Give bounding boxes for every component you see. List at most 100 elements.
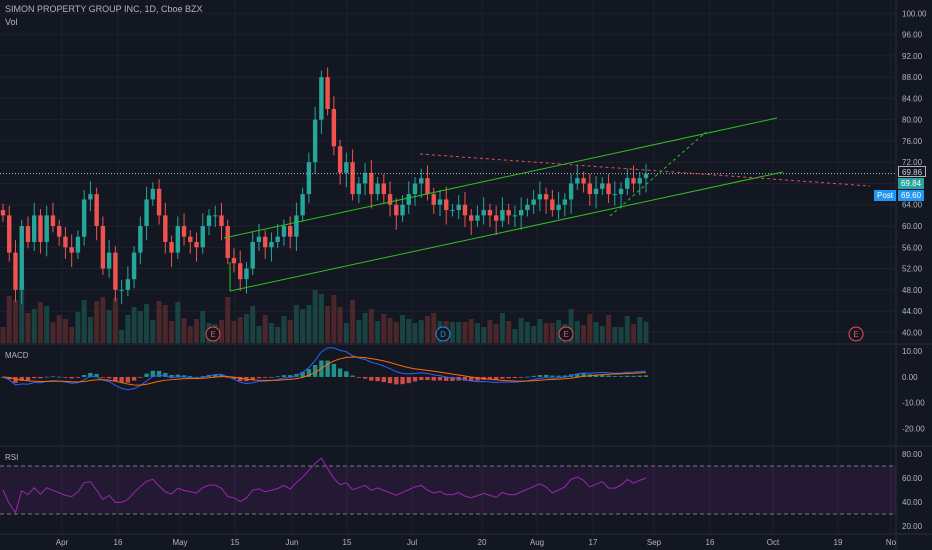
volume-bar [37,302,43,343]
x-tick-label: 15 [231,538,240,547]
volume-bar [218,320,224,343]
macd-histogram-bar [493,376,499,380]
candle-body [462,204,468,216]
candle-body [581,178,586,184]
volume-bar [368,309,374,343]
macd-histogram-bar [56,376,62,378]
volume-bar [281,316,287,343]
rsi-label[interactable]: RSI [5,453,19,462]
macd-histogram-bar [75,376,81,378]
candle-body [262,236,268,248]
macd-histogram-bar [537,374,543,377]
macd-histogram-bar [163,372,168,377]
channel-upper [223,117,778,239]
macd-histogram-bar [63,376,68,378]
event-marker[interactable]: D [435,326,451,342]
rsi-tick-label: 60.00 [902,474,923,483]
macd-histogram-bar [450,376,455,381]
candle-body [306,162,312,195]
x-axis: Apr 16 May 15 Jun 15 Jul 20 Aug 17 Sep 16 Oct 19 No [56,538,897,547]
x-tick-label: 20 [478,538,487,547]
event-marker[interactable]: E [848,326,864,342]
volume-bar [300,309,306,343]
candle-body [356,183,362,195]
volume-bar [587,314,593,343]
volume-bar [75,312,81,343]
candle-body [294,215,299,237]
macd-histogram-bar [181,375,187,377]
volume-bar [325,306,331,343]
candle-body [169,241,174,253]
y-tick-label: 64.00 [902,201,923,210]
candle-body [400,204,405,216]
volume-bar [243,314,249,343]
candle-body [406,194,411,205]
y-tick-label: 96.00 [902,31,923,40]
candle-body [512,215,518,217]
macd-histogram-bar [106,376,112,379]
volume-bar [456,322,462,343]
volume-bar [637,317,643,343]
candle-body [437,199,443,205]
volume-bar [537,319,543,343]
candle-body [44,215,49,242]
macd-histogram-bar [419,376,424,381]
macd-histogram-bar [331,363,337,377]
volume-bar [612,327,618,343]
volume-bar [293,305,299,343]
macd-histogram-bar [643,375,649,377]
macd-histogram-bar [219,374,224,377]
volume-bar [287,320,293,343]
volume-bar [518,318,524,343]
candle-body [543,194,549,200]
candle-body [38,215,43,242]
macd-histogram-bar [44,376,49,378]
candle-body [337,146,343,173]
macd-histogram-bar [444,376,449,381]
macd-histogram-bar [306,369,312,377]
volume-bar [169,321,175,343]
macd-histogram-bar [300,371,305,377]
candle-body [19,226,24,290]
event-letter: E [853,330,858,339]
macd-histogram-bar [125,376,131,383]
candle-body [331,109,337,147]
volume-bar [618,327,624,343]
x-tick-label: Apr [56,538,69,547]
volume-bar [12,300,18,343]
volume-bar [400,315,406,343]
candle-body [7,215,12,253]
macd-histogram-bar [518,376,524,378]
macd-histogram-bar [156,370,162,377]
candle-body [175,226,180,253]
rsi-tick-label: 40.00 [902,498,923,507]
volume-bar [506,321,512,343]
volume-bar [524,322,530,343]
event-letter: E [210,330,215,339]
macd-histogram-bar [50,376,56,378]
candles [0,67,649,305]
candle-body [587,183,593,195]
volume-bar [593,322,599,343]
macd-pane [0,347,649,391]
candle-body [219,215,224,227]
event-marker[interactable]: E [558,326,574,342]
volume-bar [643,321,649,343]
event-letter: D [440,330,446,339]
macd-histogram-bar [344,371,349,377]
x-tick-label: May [172,538,187,547]
y-tick-label: 60.00 [902,222,923,231]
macd-histogram-bar [618,376,624,378]
macd-label[interactable]: MACD [5,351,29,360]
event-marker[interactable]: E [205,326,221,342]
candle-body [32,215,37,242]
candle-body [425,178,430,195]
volume-bar [631,324,637,343]
volume-bar [543,323,549,343]
candle-body [119,289,124,291]
candle-body [381,183,387,195]
x-tick-label: Jun [286,538,299,547]
macd-histogram-bar [525,376,530,378]
